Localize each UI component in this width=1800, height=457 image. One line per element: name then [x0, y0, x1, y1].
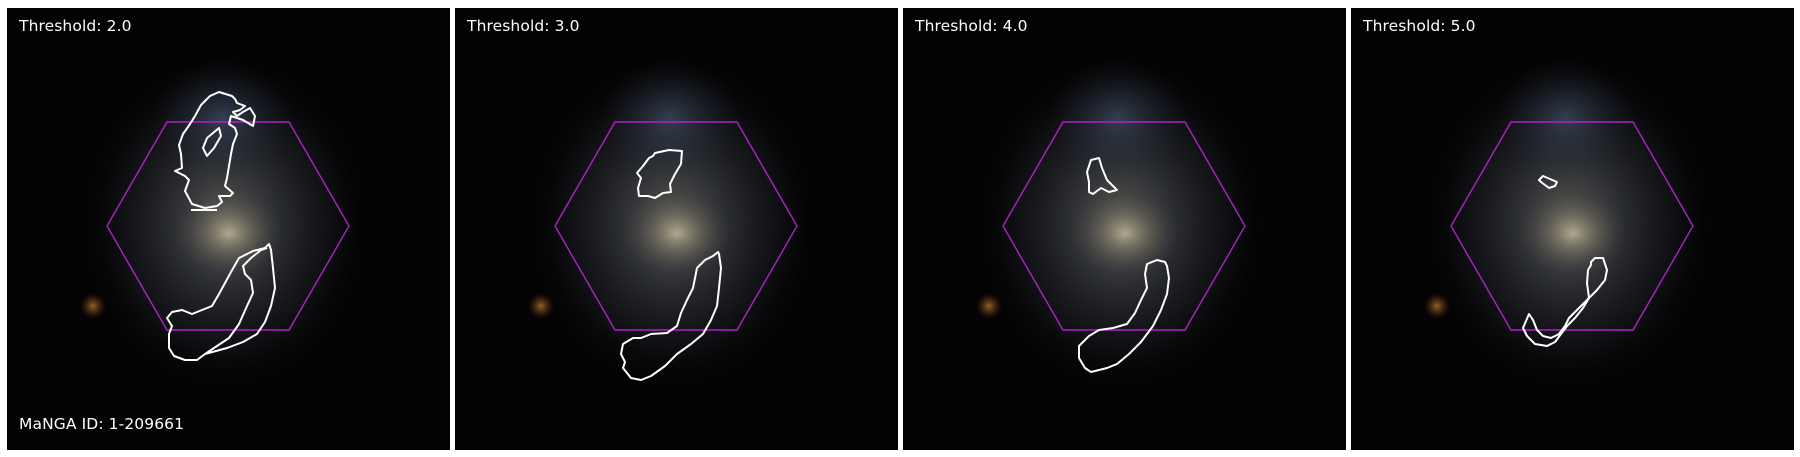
ifu-hexagon: [554, 121, 798, 331]
threshold-label: Threshold: 3.0: [467, 17, 580, 35]
galaxy-image: [75, 48, 375, 398]
galaxy-image: [1419, 48, 1719, 398]
contour-region-upper: [1538, 175, 1558, 189]
threshold-label: Threshold: 5.0: [1363, 17, 1476, 35]
panel-threshold-5: Threshold: 5.0: [1351, 8, 1794, 450]
galaxy-image: [523, 48, 823, 398]
threshold-label: Threshold: 2.0: [19, 17, 132, 35]
contour-region-lower: [1078, 259, 1170, 373]
contour-region-lower: [620, 251, 722, 381]
ifu-hexagon: [106, 121, 350, 331]
panel-threshold-3: Threshold: 3.0: [455, 8, 898, 450]
contour-region-upper: [1086, 157, 1118, 195]
contour-region-upper: [636, 149, 683, 199]
panel-threshold-4: Threshold: 4.0: [903, 8, 1346, 450]
contour-region-lower: [166, 243, 276, 361]
galaxy-image: [971, 48, 1271, 398]
contour-region-lower: [1522, 257, 1608, 347]
ifu-hexagon: [1002, 121, 1246, 331]
galaxy-id-label: MaNGA ID: 1-209661: [19, 415, 185, 433]
threshold-label: Threshold: 4.0: [915, 17, 1028, 35]
contour-region-inner: [202, 127, 222, 157]
panel-threshold-2: Threshold: 2.0 MaNGA ID: 1-209661: [7, 8, 450, 450]
ifu-hexagon: [1450, 121, 1694, 331]
contour-region-upper: [174, 91, 256, 211]
